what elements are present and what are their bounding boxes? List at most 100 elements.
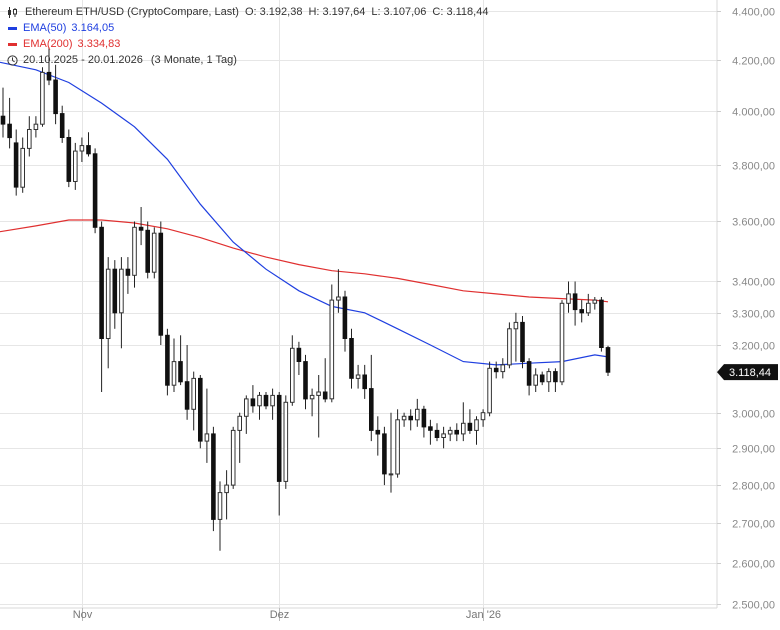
candle[interactable] (474, 416, 479, 445)
candle[interactable] (7, 97, 12, 149)
candle[interactable] (53, 64, 58, 125)
candle[interactable] (401, 412, 407, 427)
candle[interactable] (79, 137, 85, 163)
candle[interactable] (99, 221, 104, 393)
candle[interactable] (73, 142, 78, 190)
candle[interactable] (66, 129, 72, 188)
candle[interactable] (257, 392, 262, 420)
candle[interactable] (309, 388, 315, 417)
candle[interactable] (158, 221, 164, 346)
candle-body-down (125, 268, 131, 276)
candle[interactable] (46, 47, 52, 86)
candle[interactable] (184, 345, 190, 420)
candle[interactable] (20, 137, 25, 193)
candle[interactable] (27, 116, 32, 157)
candle[interactable] (592, 297, 598, 310)
candle[interactable] (553, 368, 558, 392)
candle[interactable] (59, 105, 65, 143)
candle[interactable] (151, 227, 157, 279)
candle[interactable] (40, 67, 45, 127)
candle[interactable] (480, 409, 486, 427)
candle[interactable] (165, 328, 170, 396)
candle[interactable] (204, 388, 210, 463)
candle[interactable] (428, 419, 433, 445)
candle[interactable] (487, 361, 492, 417)
candle[interactable] (329, 284, 335, 403)
candle[interactable] (500, 358, 506, 379)
candle[interactable] (230, 426, 236, 489)
candle[interactable] (421, 405, 427, 438)
candle[interactable] (322, 358, 328, 403)
candle[interactable] (349, 328, 354, 389)
candle[interactable] (250, 385, 256, 413)
candle[interactable] (395, 409, 400, 478)
candle[interactable] (198, 375, 203, 449)
candle[interactable] (105, 257, 111, 369)
candle[interactable] (138, 207, 144, 246)
candle[interactable] (454, 423, 459, 442)
candle[interactable] (283, 395, 289, 489)
x-tick-label: Jan '26 (466, 609, 501, 621)
candle[interactable] (533, 368, 539, 392)
candle[interactable] (388, 412, 394, 493)
candle[interactable] (244, 395, 249, 434)
candle[interactable] (375, 416, 381, 456)
candle[interactable] (237, 412, 242, 463)
candle[interactable] (526, 358, 532, 396)
candle[interactable] (191, 371, 196, 431)
candle[interactable] (13, 129, 19, 196)
candle[interactable] (224, 470, 229, 520)
candle[interactable] (513, 312, 519, 362)
candle[interactable] (145, 221, 150, 279)
candle[interactable] (316, 375, 321, 438)
candle[interactable] (92, 148, 98, 234)
candle[interactable] (493, 361, 499, 379)
candle[interactable] (415, 398, 420, 427)
legend-ema200[interactable]: EMA(200) 3.334,83 (6, 36, 494, 52)
candle[interactable] (33, 116, 39, 138)
candle[interactable] (539, 371, 545, 386)
candle[interactable] (434, 423, 440, 442)
candles[interactable] (0, 47, 611, 551)
candle[interactable] (507, 322, 512, 369)
candle[interactable] (382, 426, 387, 486)
candle[interactable] (566, 281, 571, 313)
candle[interactable] (520, 316, 525, 369)
candle[interactable] (263, 392, 269, 410)
candle[interactable] (171, 338, 177, 393)
candle[interactable] (461, 402, 466, 442)
candle[interactable] (369, 354, 374, 442)
candle[interactable] (599, 297, 604, 352)
candle[interactable] (296, 341, 302, 375)
candle[interactable] (441, 426, 446, 449)
candle[interactable] (211, 426, 216, 532)
candle[interactable] (447, 426, 453, 442)
candle[interactable] (178, 335, 183, 386)
candle[interactable] (342, 290, 348, 352)
candle[interactable] (86, 132, 91, 157)
candle[interactable] (408, 409, 413, 431)
candle[interactable] (303, 354, 308, 410)
candle[interactable] (290, 335, 295, 406)
candle[interactable] (270, 388, 275, 420)
candle[interactable] (559, 300, 565, 386)
candle[interactable] (336, 269, 341, 313)
candle[interactable] (125, 257, 131, 294)
candle[interactable] (572, 281, 578, 326)
candle[interactable] (605, 345, 611, 376)
candle[interactable] (586, 293, 591, 316)
candle[interactable] (276, 392, 282, 516)
candle[interactable] (217, 481, 223, 551)
candle[interactable] (112, 260, 118, 329)
candle[interactable] (467, 409, 473, 434)
legend-ema50[interactable]: EMA(50) 3.164,05 (6, 20, 494, 36)
candle[interactable] (355, 364, 361, 389)
candle[interactable] (579, 300, 585, 323)
ema50-line (0, 61, 609, 366)
candle[interactable] (0, 87, 6, 138)
candle[interactable] (362, 364, 367, 399)
candle[interactable] (119, 257, 124, 349)
candle[interactable] (132, 221, 137, 288)
candle[interactable] (546, 368, 552, 392)
